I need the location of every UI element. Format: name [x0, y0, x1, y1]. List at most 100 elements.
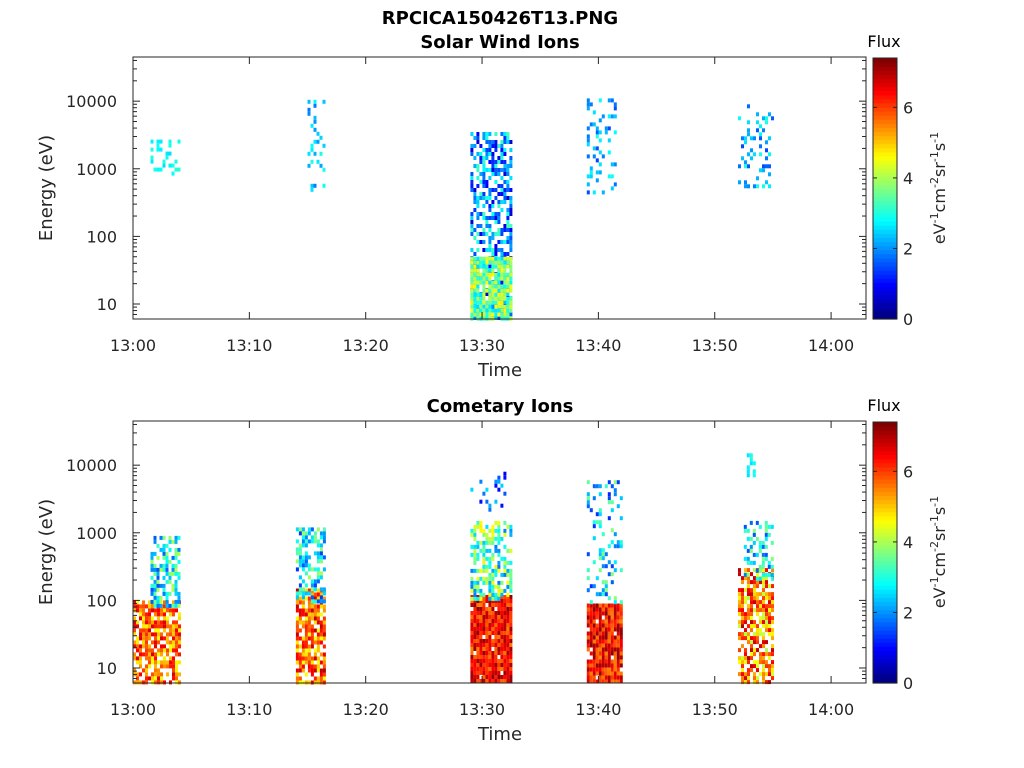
flux-cell	[316, 539, 320, 544]
flux-cell	[139, 664, 142, 669]
flux-cell	[743, 544, 747, 549]
flux-cell	[500, 276, 504, 281]
flux-cell	[762, 656, 765, 661]
flux-cell	[313, 668, 317, 673]
flux-cell	[322, 628, 326, 633]
flux-cell	[153, 583, 157, 588]
flux-cell	[500, 667, 504, 671]
flux-cell	[509, 296, 513, 301]
flux-cell	[509, 140, 513, 144]
flux-cell	[139, 672, 142, 677]
flux-cell	[598, 635, 602, 640]
flux-cell	[610, 564, 614, 569]
flux-cell	[148, 620, 151, 625]
flux-cell	[301, 668, 305, 673]
flux-cell	[494, 663, 498, 667]
flux-cell	[488, 507, 492, 512]
flux-cell	[177, 139, 181, 144]
flux-cell	[752, 469, 756, 474]
flux-cell	[771, 632, 774, 637]
flux-cell	[494, 651, 498, 655]
flux-cell	[307, 628, 311, 633]
flux-cell	[476, 588, 480, 593]
flux-cell	[473, 588, 477, 593]
flux-cell	[494, 659, 498, 663]
flux-cell	[313, 596, 317, 601]
flux-cell	[503, 520, 507, 525]
flux-cell	[175, 608, 178, 613]
flux-cell	[503, 256, 507, 261]
flux-cell	[497, 584, 501, 589]
flux-cell	[295, 591, 299, 596]
flux-cell	[747, 680, 750, 685]
flux-cell	[744, 160, 747, 165]
flux-cell	[738, 672, 741, 677]
flux-cell	[319, 555, 323, 560]
flux-cell	[482, 292, 486, 297]
flux-cell	[491, 580, 495, 585]
flux-cell	[613, 480, 617, 485]
flux-cell	[174, 551, 178, 556]
flux-cell	[738, 588, 741, 593]
flux-cell	[750, 620, 753, 625]
flux-cell	[470, 276, 474, 281]
flux-cell	[746, 453, 750, 458]
flux-cell	[322, 636, 326, 641]
flux-cell	[479, 635, 483, 639]
x-axis-label: Time	[477, 724, 522, 745]
flux-cell	[316, 555, 320, 560]
flux-cell	[500, 184, 504, 188]
flux-cell	[488, 132, 492, 136]
flux-cell	[479, 615, 483, 619]
flux-cell	[765, 116, 768, 121]
flux-cell	[168, 591, 172, 596]
flux-cell	[503, 623, 507, 627]
flux-cell	[497, 536, 501, 541]
flux-cell	[586, 663, 590, 668]
flux-cell	[500, 623, 504, 627]
flux-cell	[488, 176, 492, 180]
flux-cell	[479, 568, 483, 573]
flux-cell	[613, 607, 617, 612]
flux-cell	[485, 308, 489, 313]
flux-cell	[771, 608, 774, 613]
flux-cell	[482, 232, 486, 236]
flux-cell	[497, 663, 501, 667]
flux-cell	[767, 560, 771, 565]
spectrogram-cells	[150, 98, 774, 321]
flux-cell	[470, 611, 474, 615]
flux-cell	[759, 604, 762, 609]
flux-cell	[491, 144, 495, 148]
flux-cell	[506, 619, 510, 623]
flux-cell	[307, 624, 311, 629]
flux-cell	[497, 671, 501, 675]
colorbar-step	[873, 86, 897, 92]
flux-cell	[171, 171, 175, 176]
flux-cell	[470, 224, 474, 228]
flux-cell	[488, 679, 492, 683]
flux-cell	[313, 183, 317, 188]
flux-cell	[604, 603, 608, 608]
flux-cell	[476, 520, 480, 525]
flux-cell	[762, 164, 765, 169]
flux-cell	[494, 596, 498, 601]
flux-cell	[145, 624, 148, 629]
flux-cell	[154, 660, 157, 665]
flux-cell	[307, 588, 311, 593]
flux-cell	[157, 672, 160, 677]
flux-cell	[488, 140, 492, 144]
colorbar-step	[873, 82, 897, 88]
flux-cell	[500, 643, 504, 647]
flux-cell	[476, 671, 480, 675]
flux-cell	[491, 264, 495, 269]
flux-cell	[304, 551, 308, 556]
colorbar-step	[873, 454, 897, 460]
flux-cell	[177, 575, 181, 580]
flux-cell	[307, 527, 311, 532]
flux-cell	[595, 512, 599, 517]
flux-cell	[741, 144, 744, 149]
flux-cell	[479, 479, 483, 484]
flux-cell	[488, 144, 492, 148]
flux-cell	[619, 540, 623, 545]
flux-cell	[610, 623, 614, 628]
